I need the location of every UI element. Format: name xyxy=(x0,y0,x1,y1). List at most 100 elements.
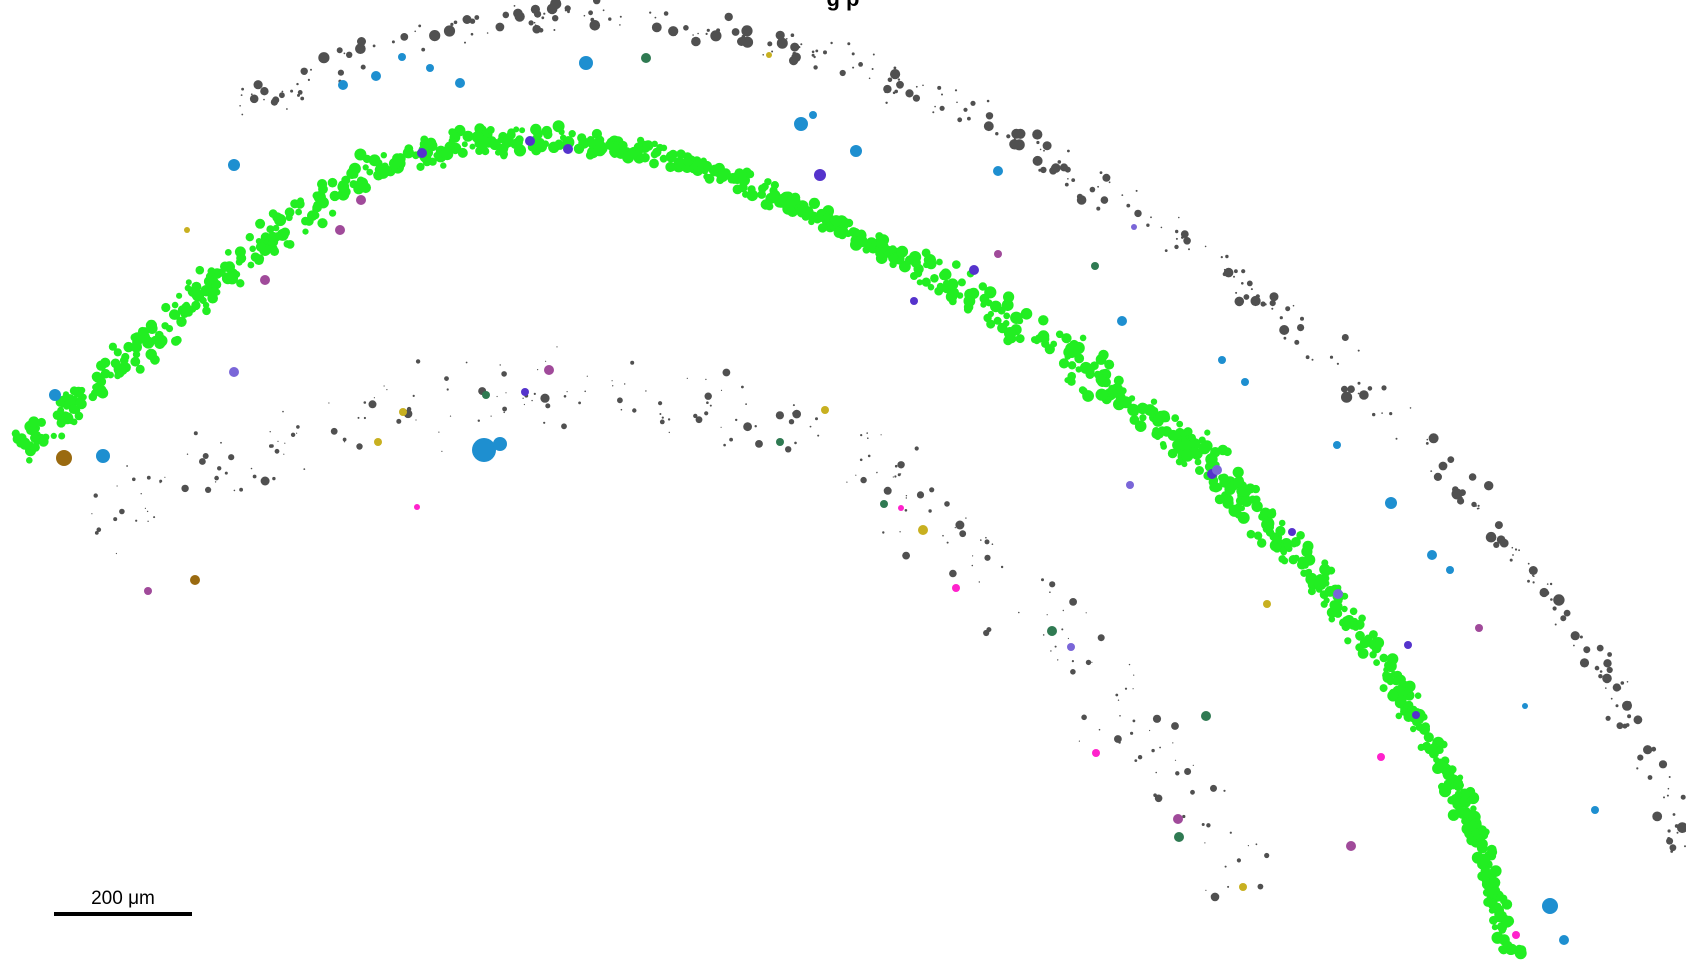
band-cell xyxy=(513,126,520,133)
inner-cell xyxy=(1054,645,1057,648)
inner-cell xyxy=(146,475,151,480)
band-cell xyxy=(1302,561,1309,569)
band-cell xyxy=(233,270,241,278)
band-cell xyxy=(169,309,180,320)
inner-cell xyxy=(942,534,944,537)
band-cell xyxy=(1232,466,1244,478)
band-cell xyxy=(58,432,66,440)
band-cell xyxy=(374,165,384,174)
outer-cell xyxy=(912,94,921,102)
outer-cell xyxy=(1381,385,1387,391)
outer-cell xyxy=(851,52,855,56)
inner-cell xyxy=(214,481,217,483)
outer-cell xyxy=(270,98,278,106)
band-cell xyxy=(1003,327,1017,340)
band-cell xyxy=(1040,334,1050,344)
outer-cell xyxy=(1367,386,1373,391)
outer-cell xyxy=(279,92,285,99)
band-cell xyxy=(1134,420,1147,433)
band-cell xyxy=(223,261,235,273)
band-cell xyxy=(952,260,961,269)
outer-cell xyxy=(995,132,999,136)
band-cell xyxy=(1130,403,1138,411)
brown-cell xyxy=(56,450,72,466)
inner-cell xyxy=(357,416,360,419)
band-cell xyxy=(1477,840,1484,847)
outer-cell xyxy=(956,101,958,104)
outer-cell xyxy=(1610,697,1613,700)
outer-cell xyxy=(241,87,245,91)
band-cell xyxy=(1356,622,1364,630)
band-cell xyxy=(1055,330,1064,339)
inner-cell xyxy=(186,453,189,455)
outer-cell xyxy=(543,12,546,15)
outer-cell xyxy=(249,94,259,104)
band-cell xyxy=(980,301,987,308)
band-cell xyxy=(1341,605,1348,613)
blue-cell xyxy=(1522,703,1528,709)
inner-cell xyxy=(441,450,443,452)
outer-cell xyxy=(1636,767,1639,770)
inner-cell xyxy=(477,419,480,422)
outer-cell xyxy=(337,69,344,76)
outer-cell xyxy=(453,20,458,25)
band-cell xyxy=(813,215,822,224)
band-cell xyxy=(1369,651,1377,659)
band-cell xyxy=(462,130,474,142)
outer-cell xyxy=(1637,754,1644,761)
outer-cell xyxy=(706,28,710,32)
outer-cell xyxy=(541,16,545,20)
outer-cell xyxy=(1135,189,1138,192)
band-cell xyxy=(552,120,565,133)
inner-cell xyxy=(561,423,567,430)
outer-cell xyxy=(1294,339,1300,345)
brown-cell xyxy=(190,575,200,585)
band-cell xyxy=(1436,746,1444,754)
blue-cell xyxy=(96,449,110,463)
inner-cell xyxy=(965,517,967,519)
inner-cell xyxy=(272,476,276,481)
band-cell xyxy=(585,151,595,160)
band-cell xyxy=(457,147,468,158)
inner-cell xyxy=(540,393,550,403)
darkgreen-cell xyxy=(1091,262,1099,270)
inner-cell xyxy=(695,416,703,424)
inner-cell xyxy=(126,465,128,467)
inner-cell xyxy=(1154,794,1163,803)
outer-cell xyxy=(673,33,677,37)
inner-cell xyxy=(1067,637,1069,640)
outer-cell xyxy=(813,65,818,70)
purple-cell xyxy=(1288,528,1296,536)
inner-cell xyxy=(984,539,990,545)
inner-cell xyxy=(522,397,524,399)
inner-cell xyxy=(661,416,664,419)
inner-cell xyxy=(611,380,613,382)
band-cell xyxy=(1300,569,1308,577)
band-cell xyxy=(921,248,931,258)
outer-cell xyxy=(1667,787,1670,790)
inner-cell xyxy=(181,484,189,493)
outer-cell xyxy=(1428,433,1439,444)
band-cell xyxy=(1397,695,1407,705)
band-cell xyxy=(1447,809,1460,821)
inner-cell xyxy=(217,466,222,471)
inner-cell xyxy=(202,453,209,459)
pink-cell xyxy=(1377,753,1385,761)
band-cell xyxy=(1128,395,1136,402)
inner-cell xyxy=(980,539,982,541)
inner-cell xyxy=(754,425,757,428)
inner-cell xyxy=(239,487,244,492)
blue-cell xyxy=(794,117,808,131)
outer-cell xyxy=(1605,687,1607,689)
band-cell xyxy=(1139,414,1147,422)
band-cell xyxy=(1433,756,1440,763)
outer-cell xyxy=(1150,216,1152,219)
inner-cell xyxy=(755,440,763,448)
inner-cell xyxy=(1175,771,1180,776)
band-cell xyxy=(500,152,508,160)
lavender-cell xyxy=(1212,465,1222,475)
outer-cell xyxy=(967,116,971,121)
outer-cell xyxy=(300,96,305,101)
outer-cell xyxy=(1579,658,1590,668)
inner-cell xyxy=(659,413,662,415)
